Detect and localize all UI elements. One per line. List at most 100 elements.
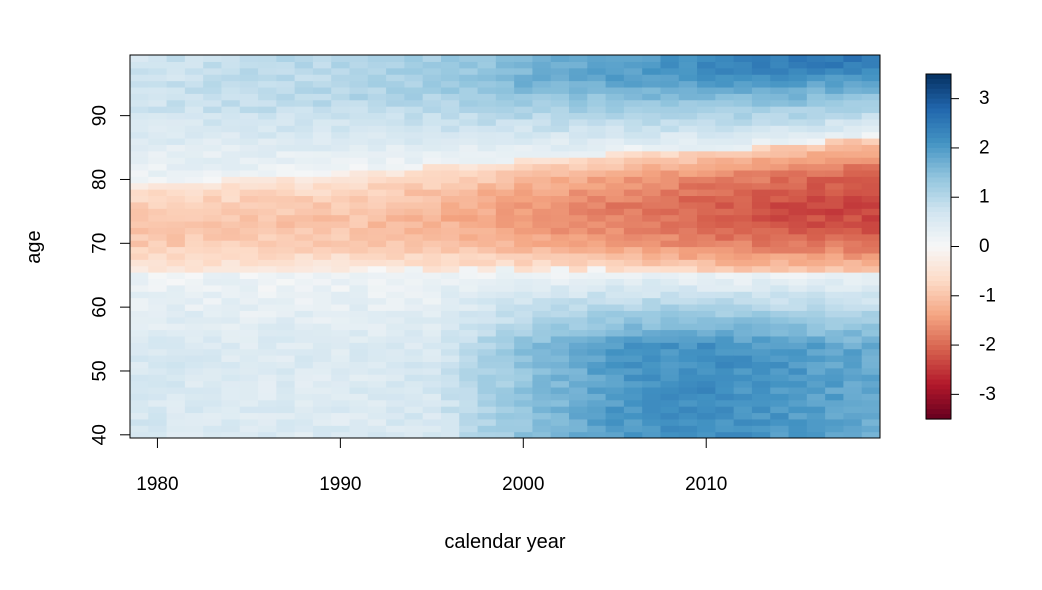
colorbar-segment [926,335,951,341]
heatmap-cell [276,163,296,171]
heatmap-cell [367,252,387,260]
heatmap-cell [477,335,497,343]
heatmap-cell [148,348,168,356]
heatmap-cell [386,80,405,88]
heatmap-cell [276,323,296,331]
heatmap-cell [221,163,241,171]
heatmap-cell [623,297,643,305]
heatmap-cell [203,106,223,114]
heatmap-cell [587,361,607,369]
heatmap-cell [697,233,716,241]
heatmap-cell [770,316,790,324]
heatmap-cell [422,380,442,388]
heatmap-cell [331,220,351,228]
heatmap-cell [258,431,277,438]
heatmap-cell [825,233,845,241]
heatmap-cell [843,278,863,286]
heatmap-cell [806,99,826,107]
heatmap-cell [788,67,808,75]
x-tick-label: 2000 [502,474,544,495]
heatmap-cell [715,386,735,394]
heatmap-cell [788,240,808,248]
heatmap-cell [642,195,662,203]
heatmap-cell [331,386,351,394]
heatmap-cell [697,316,716,324]
heatmap-cell [514,189,534,197]
heatmap-cell [331,431,351,438]
heatmap-cell [623,291,643,299]
heatmap-cell [331,80,351,88]
heatmap-cell [806,240,826,248]
heatmap-cell [184,284,204,292]
heatmap-cell [843,80,863,88]
heatmap-cell [550,367,570,375]
heatmap-cell [605,272,625,280]
heatmap-cell [422,374,442,382]
heatmap-cell [166,137,186,145]
heatmap-cell [605,74,625,82]
heatmap-cell [477,310,497,318]
heatmap-cell [532,214,552,222]
heatmap-cell [331,335,351,343]
heatmap-cell [148,323,168,331]
colorbar-segment [926,379,951,386]
heatmap-cell [514,169,534,177]
colorbar-segment [926,172,951,179]
heatmap-cell [623,150,643,158]
heatmap-cell [623,361,643,369]
heatmap-cell [331,137,351,145]
heatmap-cell [349,214,369,222]
heatmap-cell [678,150,698,158]
heatmap-cell [422,118,442,126]
heatmap-cell [569,412,588,420]
heatmap-cell [788,361,808,369]
heatmap-cell [440,329,460,337]
heatmap-cell [733,131,753,139]
heatmap-cell [422,265,442,273]
heatmap-cell [477,246,497,254]
heatmap-cell [678,240,698,248]
heatmap-cell [715,220,735,228]
heatmap-cell [697,272,716,280]
heatmap-cell [660,137,680,145]
heatmap-cell [239,227,259,235]
heatmap-cell [550,316,570,324]
heatmap-cell [495,310,515,318]
heatmap-cell [148,137,168,145]
heatmap-cell [258,374,277,382]
colorbar-segment [926,285,951,292]
heatmap-cell [203,291,223,299]
heatmap-cell [678,137,698,145]
heatmap-cell [843,316,863,324]
heatmap-cell [587,74,607,82]
heatmap-cell [221,323,241,331]
heatmap-cell [770,303,790,311]
heatmap-cell [550,214,570,222]
colorbar-tick-label: -3 [979,384,996,405]
heatmap-cell [514,150,534,158]
heatmap-cell [386,367,405,375]
heatmap-cell [166,418,186,426]
heatmap-cell [605,233,625,241]
heatmap-cell [788,208,808,216]
heatmap-cell [459,297,479,305]
heatmap-cell [770,329,790,337]
heatmap-cell [715,163,735,171]
heatmap-cell [806,367,826,375]
heatmap-cell [751,418,771,426]
heatmap-cell [788,355,808,362]
heatmap-cell [806,93,826,101]
heatmap-cell [258,80,277,88]
heatmap-cell [550,361,570,369]
heatmap-cell [587,355,607,362]
heatmap-cell [788,201,808,209]
heatmap-cell [422,278,442,286]
heatmap-cell [440,278,460,286]
colorbar-segment [926,192,951,198]
heatmap-cell [660,99,680,107]
heatmap-cell [825,169,845,177]
heatmap-cell [349,246,369,254]
heatmap-cell [459,125,479,133]
heatmap-cell [514,399,534,407]
heatmap-cell [258,246,277,254]
